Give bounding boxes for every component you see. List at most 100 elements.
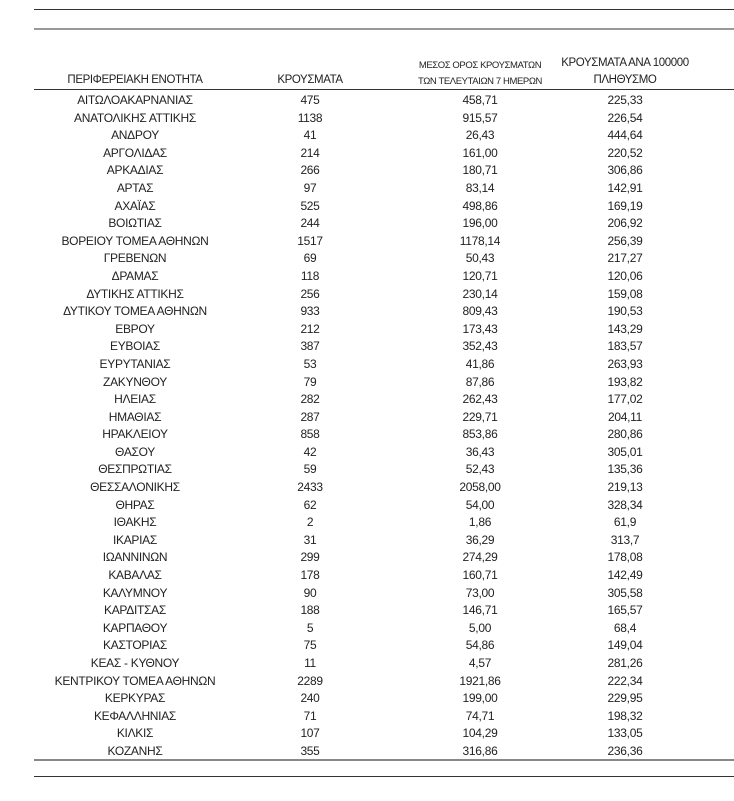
cell-per-100k: 444,64 [607,128,643,143]
cell-region: ΚΑΡΔΙΤΣΑΣ [104,603,166,618]
cell-region: ΚΟΖΑΝΗΣ [107,743,163,758]
cell-per-100k: 229,95 [607,691,643,706]
table-row: ΙΘΑΚΗΣ 2 1,86 61,9 [34,514,734,532]
cell-cases: 933 [300,304,320,319]
cell-region: ΙΘΑΚΗΣ [113,515,157,530]
table-row: ΒΟΡΕΙΟΥ ΤΟΜΕΑ ΑΘΗΝΩΝ 1517 1178,14 256,39 [34,233,734,251]
cell-avg-7d: 5,00 [468,620,492,635]
cell-per-100k: 177,02 [607,392,643,407]
cell-region: ΕΥΒΟΙΑΣ [109,339,160,354]
cell-per-100k: 68,4 [613,620,637,635]
cell-avg-7d: 498,86 [462,198,498,213]
cell-avg-7d: 2058,00 [459,480,501,495]
cell-avg-7d: 54,00 [465,497,495,512]
top-rule-secondary [34,28,734,30]
cell-region: ΗΡΑΚΛΕΙΟΥ [102,427,168,442]
cell-avg-7d: 26,43 [465,128,495,143]
cell-region: ΕΥΡΥΤΑΝΙΑΣ [99,356,171,371]
cell-region: ΙΚΑΡΙΑΣ [112,532,157,547]
cell-per-100k: 169,19 [607,198,643,213]
cell-avg-7d: 1178,14 [459,233,501,248]
cell-avg-7d: 458,71 [462,93,498,107]
cell-avg-7d: 1921,86 [459,673,501,688]
table-row: ΕΥΒΟΙΑΣ 387 352,43 183,57 [34,338,734,356]
cell-cases: 11 [304,656,316,670]
cell-region: ΚΕΑΣ - ΚΥΘΝΟΥ [90,656,180,670]
cell-per-100k: 159,08 [607,286,643,301]
table-row: ΗΜΑΘΙΑΣ 287 229,71 204,11 [34,409,734,427]
cell-per-100k: 190,53 [607,304,643,319]
cell-region: ΘΕΣΠΡΩΤΙΑΣ [98,462,172,477]
cell-per-100k: 143,29 [607,321,643,336]
cell-per-100k: 222,34 [607,673,643,688]
table-row: ΑΝΑΤΟΛΙΚΗΣ ΑΤΤΙΚΗΣ 1138 915,57 226,54 [34,110,734,128]
cell-region: ΑΡΓΟΛΙΔΑΣ [103,145,167,160]
table-row: ΑΡΤΑΣ 97 83,14 142,91 [34,180,734,198]
cell-avg-7d: 196,00 [462,216,498,231]
cell-cases: 69 [303,251,317,266]
cell-per-100k: 256,39 [607,233,643,248]
cell-cases: 525 [300,198,320,213]
cell-cases: 1138 [297,110,323,125]
cell-avg-7d: 83,14 [465,180,495,195]
cell-cases: 475 [300,93,320,107]
header-avg-line1: ΜΕΣΟΣ ΟΡΟΣ ΚΡΟΥΣΜΑΤΩΝ [418,60,542,71]
cell-cases: 1517 [297,233,323,248]
cell-avg-7d: 104,29 [462,726,498,741]
cell-region: ΚΑΛΥΜΝΟΥ [102,585,168,600]
data-table: ΑΙΤΩΛΟΑΚΑΡΝΑΝΙΑΣ 475 458,71 225,33 ΑΝΑΤΟΛΙΚΗ… [34,92,734,761]
cell-region: ΖΑΚΥΝΘΟΥ [103,374,167,389]
cell-region: ΚΑΒΑΛΑΣ [108,568,162,583]
cell-region: ΔΥΤΙΚΟΥ ΤΟΜΕΑ ΑΘΗΝΩΝ [63,304,207,319]
cell-avg-7d: 52,43 [465,462,495,477]
cell-per-100k: 236,36 [607,743,643,758]
table-row: ΔΡΑΜΑΣ 118 120,71 120,06 [34,268,734,286]
cell-cases: 2433 [297,480,323,495]
cell-cases: 59 [303,462,317,477]
cell-avg-7d: 1,86 [468,515,492,530]
header-per100k-line1: ΚΡΟΥΣΜΑΤΑ ΑΝΑ 100000 [561,57,689,69]
table-row: ΒΟΙΩΤΙΑΣ 244 196,00 206,92 [34,215,734,233]
cell-region: ΑΝΑΤΟΛΙΚΗΣ ΑΤΤΙΚΗΣ [74,110,196,125]
cell-region: ΗΜΑΘΙΑΣ [108,409,162,424]
cell-avg-7d: 146,71 [462,603,498,618]
cell-per-100k: 206,92 [607,216,643,231]
cell-cases: 42 [303,444,317,459]
table-row: ΚΙΛΚΙΣ 107 104,29 133,05 [34,725,734,743]
cell-cases: 244 [300,216,320,231]
cell-avg-7d: 161,00 [462,145,498,160]
cell-avg-7d: 160,71 [462,568,498,583]
cell-per-100k: 281,26 [607,656,643,670]
table-row: ΚΟΖΑΝΗΣ 355 316,86 236,36 [34,743,734,761]
cell-avg-7d: 36,29 [465,532,495,547]
cell-cases: 75 [303,638,317,653]
table-row: ΖΑΚΥΝΘΟΥ 79 87,86 193,82 [34,374,734,392]
cell-avg-7d: 853,86 [462,427,498,442]
header-avg-line2: ΤΩΝ ΤΕΛΕΥΤΑΙΩΝ 7 ΗΜΕΡΩΝ [417,76,543,87]
table-row: ΑΡΚΑΔΙΑΣ 266 180,71 306,86 [34,162,734,180]
cell-cases: 355 [300,743,320,758]
cell-avg-7d: 230,14 [462,286,498,301]
cell-per-100k: 149,04 [607,638,643,653]
cell-per-100k: 219,13 [607,480,643,495]
cell-per-100k: 280,86 [607,427,643,442]
cell-region: ΗΛΕΙΑΣ [114,392,156,407]
table-row: ΚΑΣΤΟΡΙΑΣ 75 54,86 149,04 [34,637,734,655]
cell-cases: 79 [303,374,317,389]
cell-avg-7d: 87,86 [465,374,495,389]
top-rule [34,9,734,10]
cell-cases: 299 [300,550,320,565]
cell-region: ΑΡΚΑΔΙΑΣ [106,163,164,178]
cell-cases: 387 [300,339,320,354]
header-region: ΠΕΡΙΦΕΡΕΙΑΚΗ ΕΝΟΤΗΤΑ [67,74,203,86]
cell-region: ΑΝΔΡΟΥ [111,128,159,143]
bottom-rule-secondary [34,776,734,777]
cell-cases: 212 [300,321,320,336]
cell-region: ΒΟΙΩΤΙΑΣ [108,216,162,231]
cell-avg-7d: 262,43 [462,392,498,407]
cell-avg-7d: 36,43 [465,444,495,459]
cell-per-100k: 313,7 [610,532,640,547]
table-row: ΘΕΣΣΑΛΟΝΙΚΗΣ 2433 2058,00 219,13 [34,479,734,497]
table-row: ΚΑΛΥΜΝΟΥ 90 73,00 305,58 [34,585,734,603]
cell-avg-7d: 50,43 [465,251,495,266]
